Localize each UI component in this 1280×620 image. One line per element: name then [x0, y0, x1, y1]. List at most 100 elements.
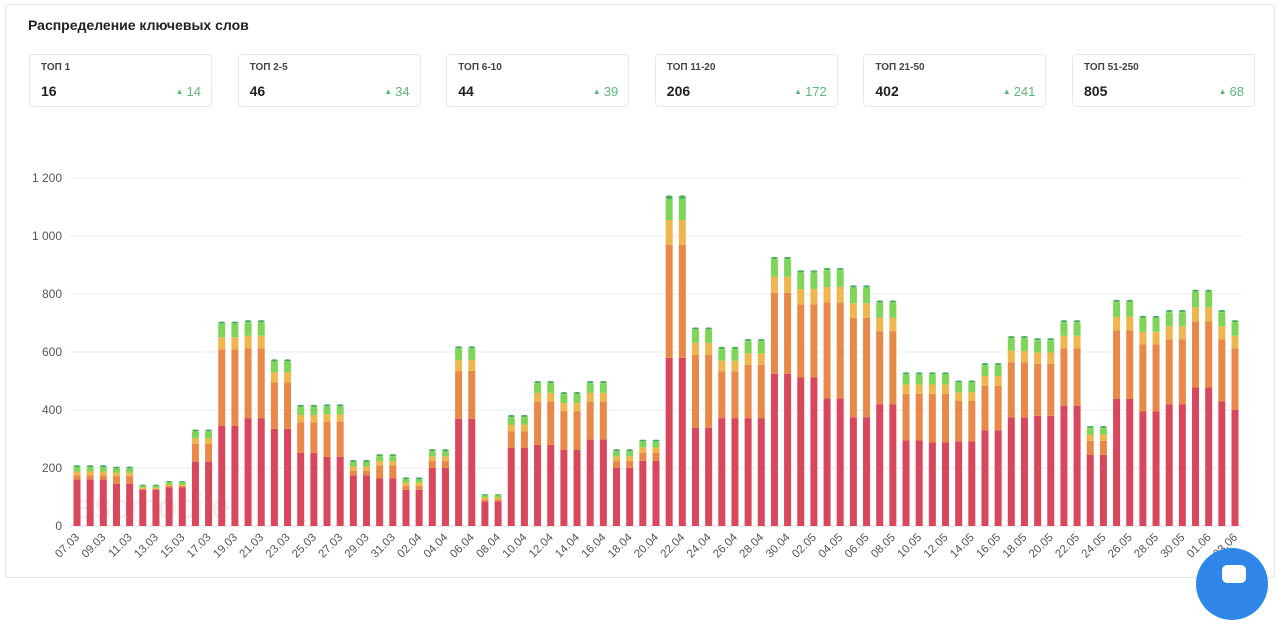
- bar-10.03[interactable]: [113, 467, 120, 526]
- bar-22.05[interactable]: [1074, 320, 1081, 526]
- bar-27.03[interactable]: [337, 404, 344, 526]
- bar-07.04[interactable]: [481, 494, 488, 526]
- bar-25.04[interactable]: [718, 347, 725, 526]
- bar-21.03[interactable]: [258, 320, 265, 526]
- bar-segment: [534, 393, 541, 402]
- bar-21.04[interactable]: [666, 195, 673, 526]
- bar-13.04[interactable]: [560, 392, 567, 526]
- bar-30.04[interactable]: [784, 257, 791, 526]
- bar-segment: [284, 372, 291, 382]
- bar-28.04[interactable]: [758, 339, 765, 526]
- bar-03.04[interactable]: [429, 449, 436, 526]
- bar-22.03[interactable]: [271, 359, 278, 526]
- bar-23.04[interactable]: [692, 327, 699, 526]
- bar-02.04[interactable]: [416, 477, 423, 526]
- bar-10.05[interactable]: [916, 372, 923, 526]
- bar-15.05[interactable]: [981, 363, 988, 526]
- bar-05.05[interactable]: [850, 285, 857, 526]
- bar-22.04[interactable]: [679, 195, 686, 526]
- bar-08.04[interactable]: [495, 494, 502, 526]
- bar-09.03[interactable]: [100, 465, 107, 526]
- bar-06.04[interactable]: [468, 346, 475, 526]
- bar-segment: [626, 468, 633, 526]
- bar-19.04[interactable]: [639, 440, 646, 526]
- bar-19.05[interactable]: [1034, 338, 1041, 526]
- bar-18.04[interactable]: [626, 449, 633, 526]
- bar-segment: [402, 477, 409, 479]
- bar-28.05[interactable]: [1153, 316, 1160, 526]
- bar-01.06[interactable]: [1205, 290, 1212, 526]
- bar-15.04[interactable]: [587, 381, 594, 526]
- bar-14.04[interactable]: [574, 392, 581, 526]
- bar-01.05[interactable]: [797, 270, 804, 526]
- bar-23.03[interactable]: [284, 359, 291, 526]
- bar-10.04[interactable]: [521, 415, 528, 526]
- bar-09.04[interactable]: [508, 415, 515, 526]
- bar-16.04[interactable]: [600, 381, 607, 526]
- x-tick-label: 11.03: [107, 532, 135, 560]
- bar-04.05[interactable]: [837, 268, 844, 526]
- bar-13.05[interactable]: [955, 380, 962, 526]
- bar-27.04[interactable]: [745, 339, 752, 526]
- bar-03.06[interactable]: [1232, 320, 1239, 526]
- bar-28.03[interactable]: [350, 460, 357, 526]
- bar-02.06[interactable]: [1218, 310, 1225, 526]
- bar-16.05[interactable]: [995, 363, 1002, 526]
- bar-26.05[interactable]: [1126, 300, 1133, 526]
- bar-13.03[interactable]: [152, 485, 159, 526]
- bar-30.05[interactable]: [1179, 310, 1186, 526]
- bar-17.03[interactable]: [205, 429, 212, 526]
- bar-segment: [731, 418, 738, 526]
- bar-12.04[interactable]: [547, 381, 554, 526]
- bar-11.03[interactable]: [126, 467, 133, 526]
- bar-12.03[interactable]: [139, 485, 146, 526]
- bar-17.04[interactable]: [613, 449, 620, 526]
- bar-17.05[interactable]: [1008, 336, 1015, 526]
- bar-16.03[interactable]: [192, 429, 199, 526]
- bar-15.03[interactable]: [179, 481, 186, 526]
- bar-05.04[interactable]: [455, 346, 462, 526]
- bar-14.05[interactable]: [968, 380, 975, 526]
- bar-07.03[interactable]: [74, 465, 81, 526]
- bar-24.03[interactable]: [297, 405, 304, 526]
- bar-31.03[interactable]: [389, 454, 396, 526]
- bar-14.03[interactable]: [166, 481, 173, 526]
- bar-20.03[interactable]: [245, 320, 252, 526]
- bar-18.03[interactable]: [218, 322, 225, 526]
- bar-31.05[interactable]: [1192, 290, 1199, 526]
- chat-button[interactable]: [1196, 548, 1268, 620]
- bar-19.03[interactable]: [231, 322, 238, 526]
- bar-24.05[interactable]: [1100, 426, 1107, 526]
- bar-08.03[interactable]: [87, 465, 94, 526]
- bar-segment: [942, 375, 949, 385]
- bar-29.03[interactable]: [363, 460, 370, 526]
- bar-20.05[interactable]: [1047, 338, 1054, 526]
- bar-18.05[interactable]: [1021, 336, 1028, 526]
- bar-03.05[interactable]: [824, 268, 831, 526]
- bar-26.04[interactable]: [731, 347, 738, 526]
- bar-29.05[interactable]: [1166, 310, 1173, 526]
- bar-25.05[interactable]: [1113, 300, 1120, 526]
- bar-07.05[interactable]: [876, 300, 883, 526]
- bar-25.03[interactable]: [310, 405, 317, 526]
- bar-21.05[interactable]: [1060, 320, 1067, 526]
- bar-01.04[interactable]: [402, 477, 409, 526]
- bar-11.05[interactable]: [929, 372, 936, 526]
- bar-06.05[interactable]: [863, 285, 870, 526]
- bar-segment: [468, 346, 475, 348]
- bar-04.04[interactable]: [442, 449, 449, 526]
- bar-20.04[interactable]: [653, 440, 660, 526]
- bar-08.05[interactable]: [889, 300, 896, 526]
- bar-segment: [810, 270, 817, 272]
- bar-segment: [574, 392, 581, 394]
- bar-12.05[interactable]: [942, 372, 949, 526]
- bar-09.05[interactable]: [903, 372, 910, 526]
- bar-11.04[interactable]: [534, 381, 541, 526]
- bar-02.05[interactable]: [810, 270, 817, 526]
- bar-26.03[interactable]: [324, 404, 331, 526]
- bar-30.03[interactable]: [376, 454, 383, 526]
- bar-27.05[interactable]: [1139, 316, 1146, 526]
- bar-29.04[interactable]: [771, 257, 778, 526]
- bar-23.05[interactable]: [1087, 426, 1094, 526]
- bar-24.04[interactable]: [705, 327, 712, 526]
